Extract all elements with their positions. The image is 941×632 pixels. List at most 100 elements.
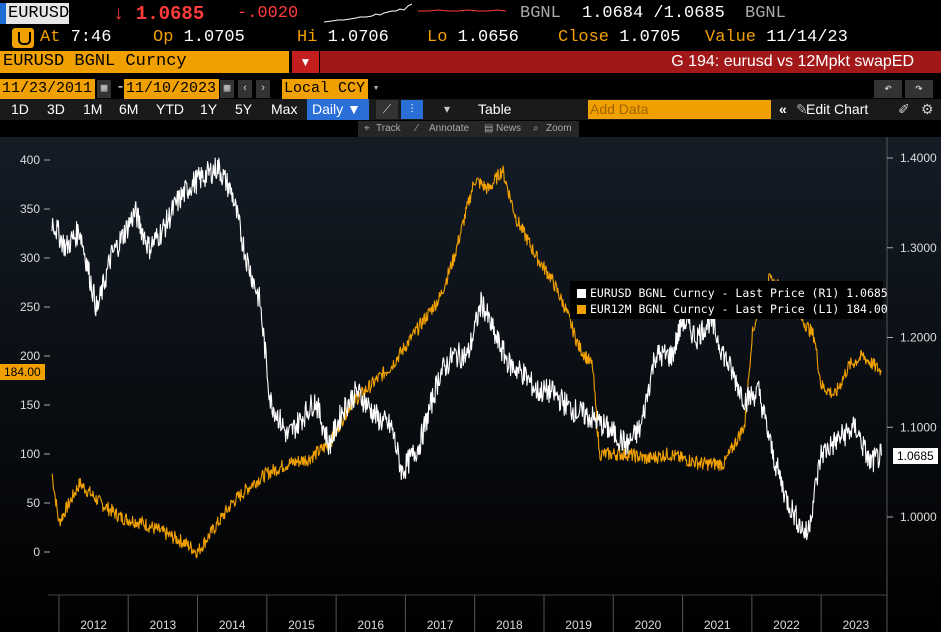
annotate-tool[interactable]: Annotate [429, 123, 470, 134]
x-tick-label: 2013 [150, 618, 177, 632]
add-data-input[interactable]: Add Data [588, 100, 771, 119]
legend-label-eurusd: EURUSD BGNL Curncy - Last Price (R1) [590, 286, 840, 300]
start-date-field[interactable]: 11/23/2011 [0, 79, 95, 99]
period-6m[interactable]: 6M [119, 101, 139, 117]
chart-legend: EURUSD BGNL Curncy - Last Price (R1) 1.0… [570, 281, 888, 319]
edit-icon[interactable]: ✐ [898, 101, 910, 117]
left-tick-label: 150 [20, 398, 40, 412]
quote-close: Close 1.0705 [558, 28, 681, 47]
edit-chart-button[interactable]: Edit Chart [806, 101, 869, 117]
redo-icon[interactable]: ↷ [905, 80, 933, 98]
chart-svg[interactable]: 2012 2013 2014 2015 2016 2017 2018 2019 2020 2021… [0, 137, 941, 632]
clock-icon[interactable] [12, 28, 34, 48]
period-1d[interactable]: 1D [11, 101, 29, 117]
x-tick-label: 2018 [496, 618, 523, 632]
left-tick-label: 50 [27, 496, 41, 510]
price-source: BGNL [520, 4, 561, 23]
x-tick-label: 2020 [635, 618, 662, 632]
x-tick-label: 2015 [288, 618, 315, 632]
track-tool[interactable]: Track [376, 123, 401, 134]
series-eurusd-line [51, 157, 883, 541]
change-sparkline [418, 9, 506, 12]
end-date-field[interactable]: 11/10/2023 [124, 79, 219, 99]
series-eur12m-line [51, 165, 882, 559]
quote-open: Op 1.0705 [153, 28, 245, 47]
currency-select[interactable]: Local CCY [282, 79, 368, 99]
security-field[interactable]: EURUSD BGNL Curncy [0, 51, 289, 73]
left-tick-label: 400 [20, 153, 40, 167]
left-tick-label: 300 [20, 251, 40, 265]
period-1m[interactable]: 1M [83, 101, 103, 117]
period-3d[interactable]: 3D [47, 101, 65, 117]
collapse-icon[interactable]: « [779, 101, 787, 117]
legend-swatch-eurusd [577, 289, 586, 298]
edit-pencil-icon[interactable]: ✎ [796, 101, 808, 117]
quote-low: Lo 1.0656 [427, 28, 519, 47]
zoom-tool[interactable]: Zoom [546, 123, 572, 134]
line-chart-icon[interactable]: ⟋ [376, 100, 398, 119]
period-ytd[interactable]: YTD [156, 101, 184, 117]
chart-type-dropdown-icon[interactable]: ▾ [443, 102, 451, 116]
x-tick-label: 2022 [773, 618, 800, 632]
calendar-icon[interactable]: ▦ [97, 80, 111, 98]
chart-title: G 194: eurusd vs 12Mpkt swapED [320, 51, 941, 73]
x-tick-label: 2012 [80, 618, 107, 632]
currency-dropdown-icon[interactable]: ▾ [369, 80, 383, 98]
chart-tools-bar: ⌖ Track ∕ Annotate ▤ News ⌕ Zoom [358, 121, 579, 137]
right-tick-label: 1.2000 [900, 331, 937, 345]
x-tick-label: 2021 [704, 618, 731, 632]
chart-toolbar: 1D 3D 1M 6M YTD 1Y 5Y Max Daily ▼ ⟋ ⫶ ▾ … [0, 99, 941, 120]
annotate-icon[interactable]: ∕ [416, 123, 418, 134]
legend-label-eur12m: EUR12M BGNL Curncy - Last Price (L1) [590, 302, 840, 316]
left-tick-label: 0 [33, 545, 40, 559]
quote-value-date: Value 11/14/23 [705, 28, 848, 47]
intraday-sparkline [324, 3, 412, 23]
security-dropdown-icon[interactable]: ▼ [292, 51, 319, 73]
x-tick-label: 2016 [357, 618, 384, 632]
right-tick-label: 1.1000 [900, 420, 937, 434]
last-value-tag-eur12m: 184.00 [0, 363, 45, 380]
prev-arrow-icon[interactable]: ‹ [238, 80, 252, 98]
security-bar: EURUSD BGNL Curncy ▼ G 194: eurusd vs 12… [0, 51, 941, 73]
right-tick-label: 1.3000 [900, 241, 937, 255]
x-tick-label: 2014 [219, 618, 246, 632]
quote-bar: At 7:46 Op 1.0705 Hi 1.0706 Lo 1.0656 Cl… [0, 27, 941, 50]
period-max[interactable]: Max [271, 101, 298, 117]
settings-gear-icon[interactable]: ⚙ [921, 101, 934, 117]
date-separator: - [116, 79, 126, 96]
undo-icon[interactable]: ↶ [874, 80, 902, 98]
last-value-tag-eurusd: 1.0685 [893, 447, 938, 464]
quote-high: Hi 1.0706 [297, 28, 389, 47]
period-5y[interactable]: 5Y [235, 101, 253, 117]
next-arrow-icon[interactable]: › [256, 80, 270, 98]
legend-value-eurusd: 1.0685 [846, 286, 888, 300]
ticker-bar: EURUSD ↓ 1.0685 -.0020 BGNL 1.0684 /1.06… [0, 0, 941, 27]
right-tick-label: 1.0000 [900, 510, 937, 524]
zoom-icon[interactable]: ⌕ [533, 123, 539, 134]
net-change: -.0020 [237, 4, 299, 23]
calendar-icon[interactable]: ▦ [220, 80, 234, 98]
ticker-field[interactable]: EURUSD [0, 3, 70, 24]
quote-time: At 7:46 [40, 28, 112, 47]
price-chart[interactable]: 2012 2013 2014 2015 2016 2017 2018 2019 2020 2021… [0, 137, 941, 632]
ticker-symbol: EURUSD [8, 4, 70, 23]
right-tick-label: 1.4000 [900, 151, 937, 165]
table-button[interactable]: Table [478, 101, 512, 117]
left-tick-label: 250 [20, 300, 40, 314]
bar-chart-icon[interactable]: ⫶ [401, 100, 423, 119]
frequency-select[interactable]: Daily ▼ [307, 99, 369, 120]
news-icon[interactable]: ▤ [484, 123, 494, 134]
legend-value-eur12m: 184.00 [846, 302, 888, 316]
legend-item-eurusd[interactable]: EURUSD BGNL Curncy - Last Price (R1) 1.0… [577, 286, 888, 300]
x-tick-label: 2017 [427, 618, 454, 632]
bid-ask: 1.0684 /1.0685 [582, 4, 725, 23]
period-1y[interactable]: 1Y [200, 101, 218, 117]
x-tick-label: 2019 [565, 618, 592, 632]
legend-item-eur12m[interactable]: EUR12M BGNL Curncy - Last Price (L1) 184… [577, 302, 888, 316]
last-price: ↓ 1.0685 [113, 3, 205, 25]
price-source-2: BGNL [745, 4, 786, 23]
track-icon[interactable]: ⌖ [364, 123, 370, 134]
news-tool[interactable]: News [496, 123, 522, 134]
left-tick-label: 350 [20, 202, 40, 216]
x-tick-label: 2023 [842, 618, 869, 632]
